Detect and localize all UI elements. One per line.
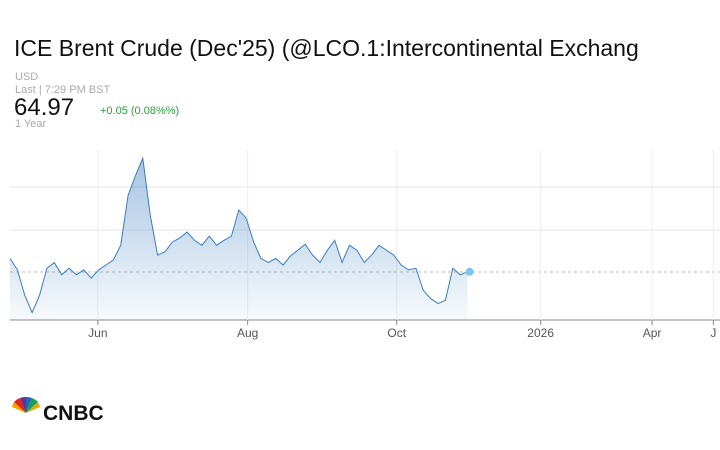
line xyxy=(9,156,468,314)
currency: USD xyxy=(15,71,38,83)
last-price: 64.97 xyxy=(14,94,74,121)
logo: CNBC xyxy=(12,396,104,425)
range-label: 1 Year xyxy=(15,118,47,130)
price-change: +0.05 (0.08%%) xyxy=(100,105,179,117)
x-tick-label: J xyxy=(710,326,716,340)
x-tick-label: Aug xyxy=(237,326,258,340)
x-tick-label: Oct xyxy=(387,326,406,340)
peacock-icon xyxy=(12,396,40,413)
last-time: Last | 7:29 PM BST xyxy=(15,84,110,96)
x-tick-label: 2026 xyxy=(527,326,554,340)
x-tick-label: Apr xyxy=(643,326,662,340)
x-tick-label: Jun xyxy=(88,326,107,340)
chart-title: ICE Brent Crude (Dec'25) (@LCO.1:Interco… xyxy=(14,35,639,61)
brand: CNBC xyxy=(43,402,104,425)
area xyxy=(10,158,468,320)
last-point xyxy=(465,267,474,276)
